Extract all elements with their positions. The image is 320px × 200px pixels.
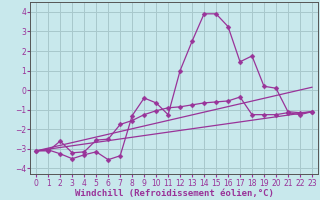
- X-axis label: Windchill (Refroidissement éolien,°C): Windchill (Refroidissement éolien,°C): [75, 189, 274, 198]
